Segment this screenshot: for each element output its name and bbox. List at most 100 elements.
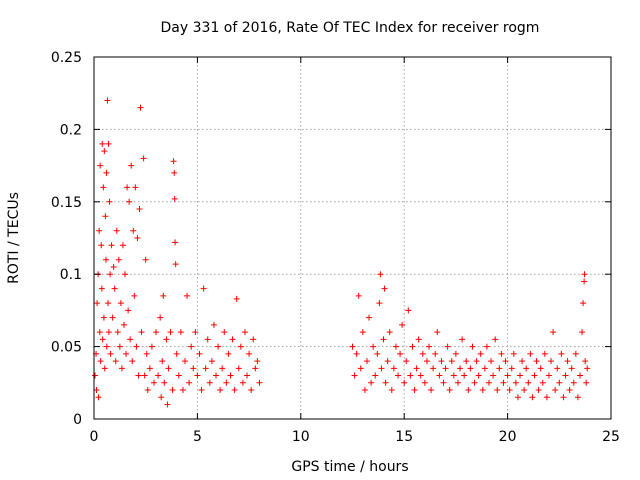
data-point — [100, 184, 107, 191]
data-point — [475, 372, 482, 379]
data-point — [483, 343, 490, 350]
data-point — [459, 336, 466, 343]
data-point — [159, 358, 166, 365]
data-point — [148, 343, 155, 350]
data-point — [580, 300, 587, 307]
data-point — [233, 295, 240, 302]
data-point — [221, 329, 228, 336]
data-point — [244, 372, 251, 379]
data-point — [107, 350, 114, 357]
data-point — [556, 379, 563, 386]
data-point — [457, 365, 464, 372]
data-point — [133, 343, 140, 350]
data-points — [92, 97, 591, 408]
data-point — [102, 256, 109, 263]
data-point — [392, 343, 399, 350]
data-point — [130, 227, 137, 234]
data-point — [229, 336, 236, 343]
data-point — [539, 379, 546, 386]
data-point — [562, 372, 569, 379]
data-point — [161, 379, 168, 386]
data-point — [428, 387, 435, 394]
data-point — [533, 358, 540, 365]
data-point — [554, 365, 561, 372]
data-point — [117, 300, 124, 307]
data-point — [210, 321, 217, 328]
data-point — [372, 372, 379, 379]
data-point — [517, 372, 524, 379]
data-point — [181, 358, 188, 365]
data-point — [144, 387, 151, 394]
data-point — [153, 329, 160, 336]
data-point — [136, 206, 143, 213]
data-point — [235, 365, 242, 372]
data-point — [419, 350, 426, 357]
data-point — [403, 358, 410, 365]
plot-frame — [93, 56, 612, 420]
y-tick-label: 0.15 — [51, 195, 82, 211]
data-point — [504, 372, 511, 379]
data-point — [188, 343, 195, 350]
data-point — [382, 379, 389, 386]
data-point — [163, 336, 170, 343]
data-point — [490, 372, 497, 379]
data-point — [442, 365, 449, 372]
data-point — [461, 372, 468, 379]
data-point — [175, 372, 182, 379]
x-tick-labels: 0 5 10 15 20 25 — [90, 429, 620, 445]
chart-title: Day 331 of 2016, Rate Of TEC Index for r… — [161, 20, 540, 36]
data-point — [463, 358, 470, 365]
data-point — [401, 379, 408, 386]
data-point — [527, 350, 534, 357]
data-point — [430, 365, 437, 372]
data-point — [127, 336, 134, 343]
data-point — [454, 379, 461, 386]
data-point — [502, 358, 509, 365]
data-point — [496, 365, 503, 372]
data-point — [155, 372, 162, 379]
data-point — [167, 329, 174, 336]
data-point — [380, 336, 387, 343]
x-tick-label: 20 — [499, 429, 517, 445]
data-point — [98, 285, 105, 292]
data-point — [405, 307, 412, 314]
x-tick-label: 0 — [90, 429, 99, 445]
data-point — [95, 394, 102, 401]
data-point — [184, 292, 191, 299]
data-point — [225, 350, 232, 357]
x-tick-label: 10 — [292, 429, 310, 445]
data-point — [550, 329, 557, 336]
data-point — [196, 350, 203, 357]
data-point — [397, 350, 404, 357]
data-point — [574, 394, 581, 401]
x-axis-title: GPS time / hours — [291, 459, 408, 475]
data-point — [92, 372, 99, 379]
data-point — [552, 387, 559, 394]
data-point — [378, 365, 385, 372]
data-point — [231, 387, 238, 394]
data-point — [113, 227, 120, 234]
data-point — [353, 350, 360, 357]
data-point — [123, 350, 130, 357]
data-point — [237, 343, 244, 350]
data-point — [101, 148, 108, 155]
data-point — [96, 329, 103, 336]
axis-ticks — [93, 56, 612, 420]
data-point — [479, 387, 486, 394]
data-point — [108, 242, 115, 249]
data-point — [169, 387, 176, 394]
data-point — [488, 358, 495, 365]
data-point — [381, 285, 388, 292]
data-point — [143, 350, 150, 357]
data-point — [171, 169, 178, 176]
data-point — [415, 336, 422, 343]
data-point — [131, 292, 138, 299]
grid-lines — [94, 57, 611, 419]
data-point — [438, 358, 445, 365]
data-point — [186, 379, 193, 386]
data-point — [112, 358, 119, 365]
data-point — [138, 329, 145, 336]
data-point — [213, 372, 220, 379]
data-point — [570, 379, 577, 386]
data-point — [581, 278, 588, 285]
